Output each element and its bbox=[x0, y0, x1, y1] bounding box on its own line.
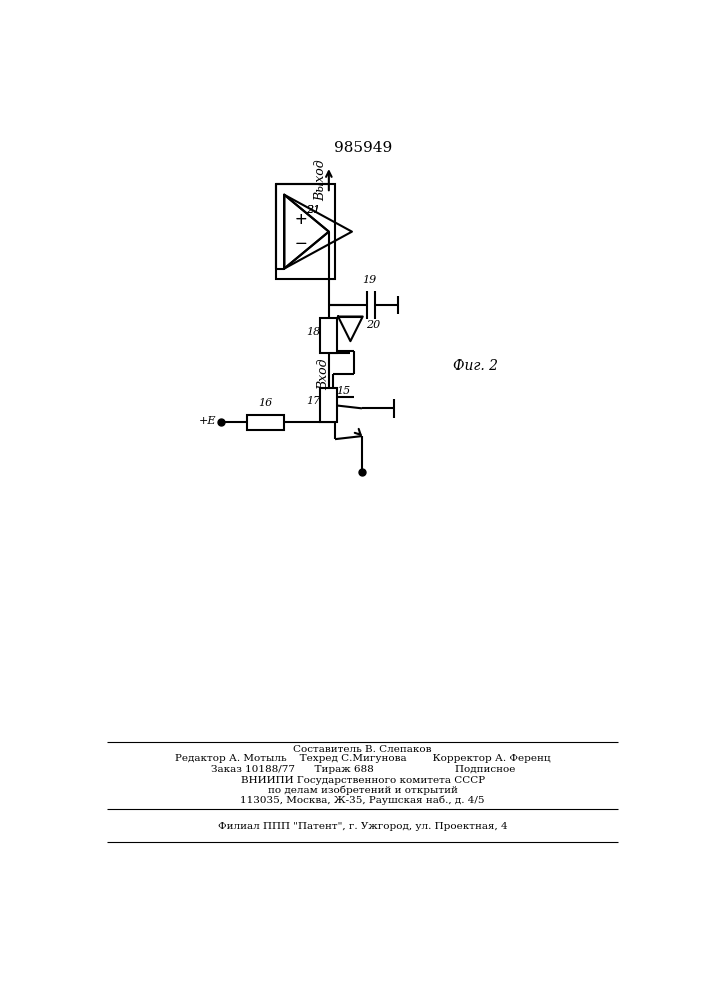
Text: 113035, Москва, Ж-35, Раушская наб., д. 4/5: 113035, Москва, Ж-35, Раушская наб., д. … bbox=[240, 796, 485, 805]
Text: 19: 19 bbox=[363, 275, 377, 285]
Text: Составитель В. Слепаков: Составитель В. Слепаков bbox=[293, 745, 432, 754]
Text: Заказ 10188/77      Тираж 688                         Подписное: Заказ 10188/77 Тираж 688 Подписное bbox=[211, 765, 515, 774]
Bar bbox=[320, 388, 337, 422]
Text: 985949: 985949 bbox=[334, 141, 392, 155]
Text: 20: 20 bbox=[366, 320, 380, 330]
Text: Фиг. 2: Фиг. 2 bbox=[452, 359, 498, 373]
Text: Вход: Вход bbox=[317, 358, 330, 390]
Text: Редактор А. Мотыль    Техред С.Мигунова        Корректор А. Ференц: Редактор А. Мотыль Техред С.Мигунова Кор… bbox=[175, 754, 551, 763]
Text: +: + bbox=[295, 212, 308, 227]
Text: −: − bbox=[295, 236, 308, 251]
Text: 21: 21 bbox=[306, 205, 320, 215]
Text: по делам изобретений и открытий: по делам изобретений и открытий bbox=[268, 786, 457, 795]
Text: 15: 15 bbox=[337, 386, 351, 396]
Text: Выход: Выход bbox=[315, 159, 327, 201]
Text: +: + bbox=[295, 212, 308, 227]
Bar bbox=[247, 415, 284, 430]
Text: 21: 21 bbox=[306, 205, 320, 215]
Text: 16: 16 bbox=[259, 398, 273, 408]
Text: 17: 17 bbox=[306, 396, 320, 406]
Text: Филиал ППП "Патент", г. Ужгород, ул. Проектная, 4: Филиал ППП "Патент", г. Ужгород, ул. Про… bbox=[218, 822, 508, 831]
Text: ВНИИПИ Государственного комитета СССР: ВНИИПИ Государственного комитета СССР bbox=[240, 776, 485, 785]
Bar bbox=[320, 318, 337, 353]
Text: 18: 18 bbox=[306, 327, 320, 337]
Text: −: − bbox=[295, 236, 308, 251]
Bar bbox=[276, 184, 335, 279]
Text: +E: +E bbox=[199, 416, 216, 426]
